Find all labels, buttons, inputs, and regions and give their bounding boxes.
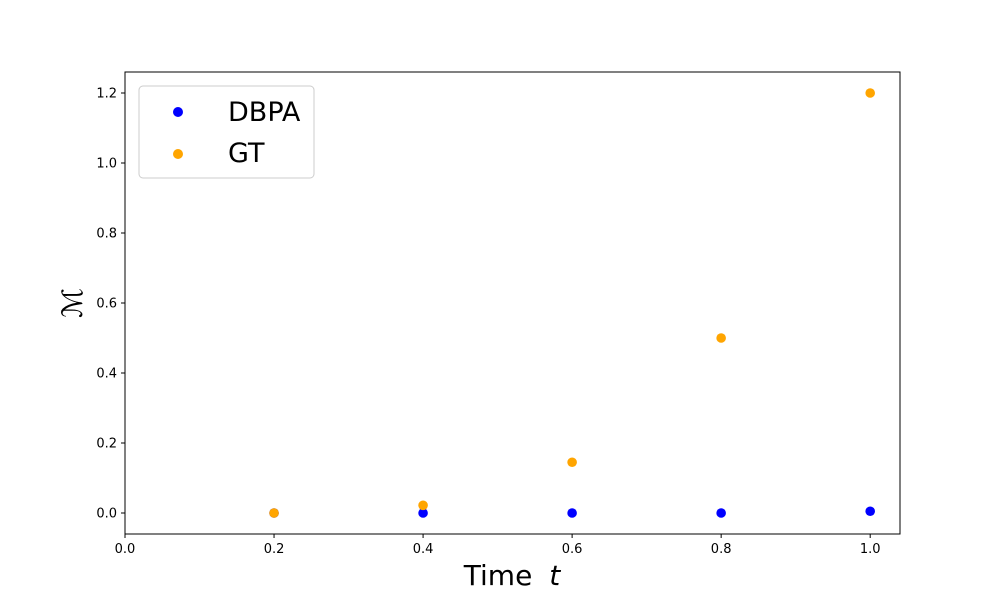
y-tick-label: 0.6 [96,297,117,312]
y-tick-label: 0.4 [96,367,117,382]
y-tick-label: 0.0 [96,507,117,522]
y-tick-label: 1.2 [96,87,117,102]
point-dbpa [716,508,726,518]
point-dbpa [567,508,577,518]
x-axis-label-variable: t [549,559,561,592]
point-gt [716,333,726,343]
x-axis-label: Time t [463,559,561,592]
x-tick-label: 0.6 [562,542,583,557]
legend-label-dbpa: DBPA [228,97,301,128]
legend: DBPA GT [138,85,315,179]
y-tick-label: 1.0 [96,157,117,172]
point-gt [865,88,875,98]
y-tick-label: 0.2 [96,437,117,452]
point-gt [567,457,577,468]
y-axis-ticks: 0.0 0.2 0.4 0.6 0.8 1.0 1.2 [96,87,125,522]
x-tick-label: 1.0 [860,542,881,557]
point-gt [418,500,428,511]
x-tick-label: 0.2 [264,542,285,557]
y-tick-label: 0.8 [96,227,117,242]
x-axis-ticks: 0.0 0.2 0.4 0.6 0.8 1.0 [115,534,881,557]
point-dbpa [865,506,875,517]
point-gt [269,508,279,518]
plot-frame [124,71,901,535]
data-points [269,88,875,518]
point-dbpa [418,508,428,518]
legend-label-gt: GT [228,138,265,169]
x-tick-label: 0.8 [711,542,732,557]
legend-marker-dbpa [173,107,183,117]
x-tick-label: 0.0 [115,542,136,557]
y-axis-label: ℳ [56,288,89,318]
x-tick-label: 0.4 [413,542,434,557]
legend-marker-gt [173,149,183,159]
x-axis-label-text: Time [463,559,533,592]
